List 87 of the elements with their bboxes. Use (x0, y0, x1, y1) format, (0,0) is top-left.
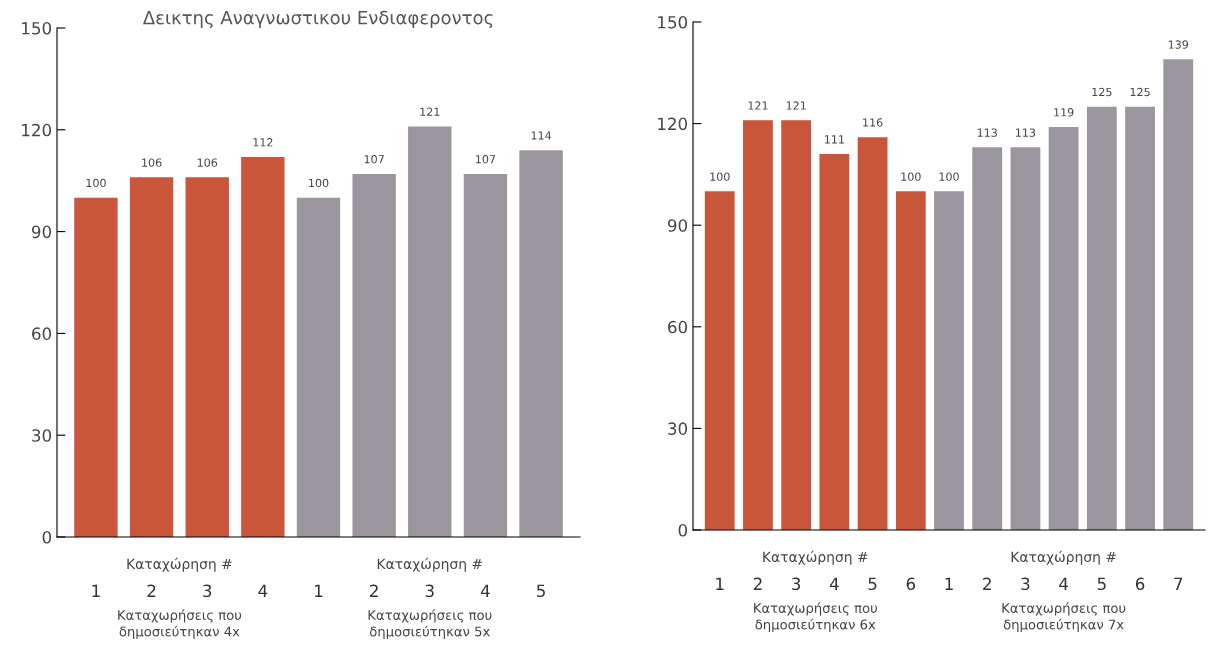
y-tick-label: 0 (678, 523, 688, 537)
data-label: 106 (197, 158, 218, 167)
bar (1125, 106, 1155, 530)
data-label: 100 (86, 178, 106, 188)
bar (519, 150, 563, 537)
data-label: 116 (863, 118, 883, 127)
x-tick-label: 3 (203, 584, 212, 598)
bar (129, 177, 174, 537)
data-label: 121 (786, 101, 806, 110)
bar (352, 173, 396, 537)
bar (704, 191, 735, 530)
bar (1048, 126, 1079, 530)
data-label: 100 (939, 172, 959, 181)
x-tick-label: 3 (1021, 577, 1030, 591)
text: Καταχώρηση # (763, 550, 868, 565)
x-tick-label: 6 (906, 577, 916, 591)
bar (1010, 147, 1041, 530)
y-tick-label: 30 (32, 429, 52, 442)
bar (185, 177, 229, 537)
x-tick-label: 2 (147, 584, 156, 597)
data-label: 114 (531, 131, 552, 140)
bar (895, 191, 926, 530)
bar (743, 120, 773, 530)
y-tick-label: 90 (31, 225, 52, 239)
y-tick-label: 30 (668, 422, 688, 435)
x-tick-label: 5 (868, 577, 877, 591)
y-tick-label: 60 (668, 320, 688, 334)
data-label: 113 (977, 128, 997, 137)
bar (857, 137, 888, 530)
x-tick-label: 5 (1097, 577, 1106, 591)
data-label: 100 (309, 178, 329, 188)
y-tick-label: 150 (22, 21, 52, 35)
text: Καταχώρηση # (377, 557, 483, 572)
y-tick-label: 0 (42, 530, 52, 544)
data-label: 112 (253, 138, 273, 147)
text: Καταχώρηση # (127, 557, 232, 572)
y-tick-label: 120 (658, 117, 688, 131)
x-tick-label: 3 (792, 577, 801, 591)
x-tick-label: 6 (1135, 577, 1145, 591)
x-tick-label: 2 (370, 584, 378, 597)
bar (934, 191, 964, 530)
x-tick-label: 4 (258, 584, 268, 597)
data-label: 100 (901, 172, 921, 181)
data-label: 100 (710, 172, 730, 181)
bar (781, 120, 812, 530)
chart-title: Δεικτης Αναγνωστικου Ενδιαφεροντος (142, 10, 493, 28)
y-tick-label: 120 (22, 123, 52, 137)
x-tick-label: 4 (1059, 577, 1068, 590)
data-label: 106 (142, 158, 162, 167)
x-tick-label: 4 (829, 577, 839, 590)
bar (241, 156, 285, 537)
text: Καταχωρήσεις που δημοσιεύτηκαν 4x (118, 609, 242, 640)
y-tick-label: 150 (658, 15, 688, 29)
text: Καταχωρήσεις που δημοσιεύτηκαν 5x (368, 609, 492, 640)
x-tick-label: 2 (753, 577, 762, 590)
data-label: 113 (1016, 128, 1036, 137)
x-tick-label: 1 (716, 577, 724, 590)
data-label: 107 (476, 155, 496, 164)
x-tick-label: 1 (92, 584, 100, 597)
y-tick-label: 90 (667, 219, 688, 232)
data-label: 121 (748, 101, 768, 110)
text: Καταχώρηση # (1011, 550, 1116, 565)
y-tick-label: 60 (32, 327, 52, 340)
x-tick-label: 4 (480, 584, 490, 597)
bar (1163, 59, 1194, 530)
bar (408, 126, 452, 537)
bar (296, 197, 341, 537)
data-label: 125 (1092, 87, 1112, 97)
data-label: 111 (824, 135, 844, 144)
x-tick-label: 3 (425, 584, 434, 598)
bar (463, 173, 508, 537)
x-tick-label: 7 (1174, 577, 1183, 590)
data-label: 107 (364, 155, 384, 164)
data-label: 121 (420, 107, 440, 116)
data-label: 125 (1130, 87, 1150, 97)
text: Καταχωρήσεις που δημοσιεύτηκαν 7x (1002, 602, 1126, 633)
bar (972, 147, 1003, 530)
data-label: 139 (1168, 40, 1189, 49)
x-tick-label: 1 (945, 577, 953, 590)
x-tick-label: 2 (983, 577, 991, 590)
bar (819, 154, 850, 530)
bar (74, 197, 118, 537)
bar (1086, 106, 1117, 530)
data-label: 119 (1054, 108, 1074, 117)
x-tick-label: 1 (315, 584, 323, 597)
text: Καταχωρήσεις που δημοσιεύτηκαν 6x (754, 602, 877, 633)
x-tick-label: 5 (537, 584, 545, 598)
